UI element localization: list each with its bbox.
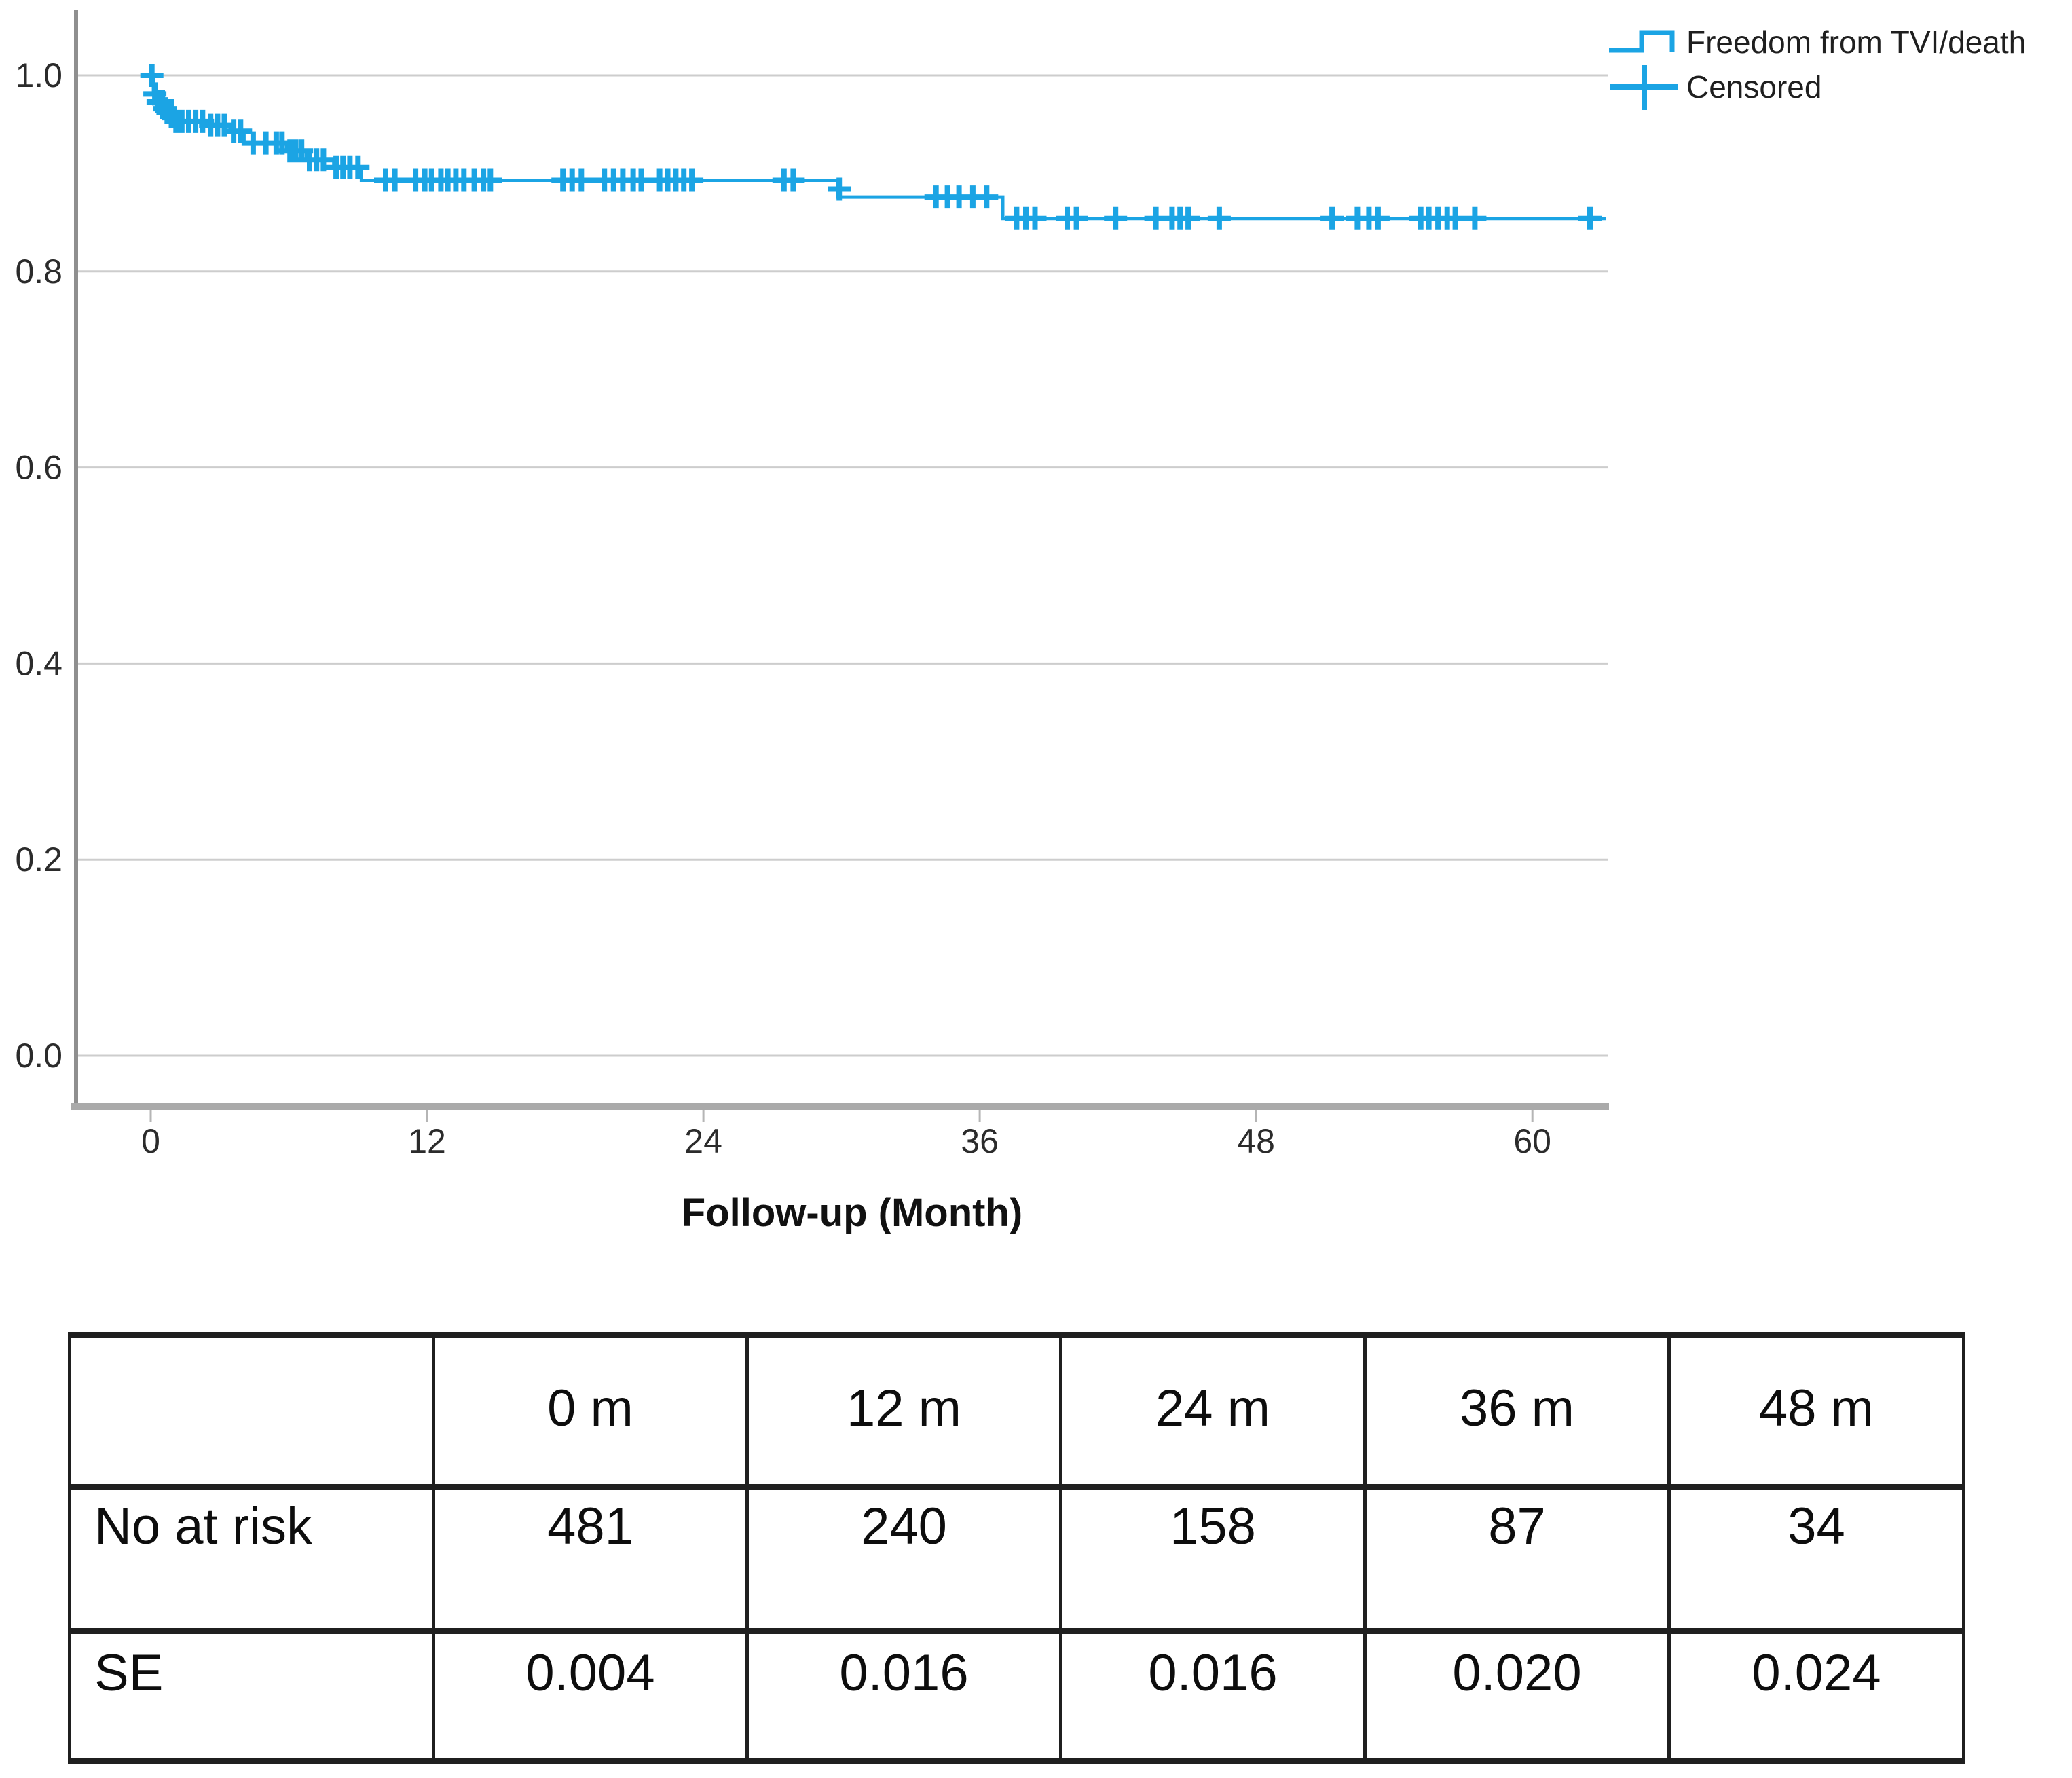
legend: Freedom from TVI/death Censored — [1609, 24, 2026, 110]
risk-table: 0 m 12 m 24 m 36 m 48 m No at risk 481 2… — [68, 1332, 1965, 1764]
y-tick-label: 0.0 — [15, 1037, 62, 1075]
table-header-24m: 24 m — [1059, 1332, 1367, 1490]
no-at-risk-12m: 240 — [745, 1484, 1062, 1634]
km-chart: 0 12 24 36 48 60 1.0 0.8 0.6 0.4 0.2 0.0 Freedom f… — [15, 10, 2026, 1235]
table-corner-cell — [68, 1332, 435, 1490]
legend-label-series: Freedom from TVI/death — [1686, 24, 2026, 60]
km-step-line — [151, 73, 1606, 221]
no-at-risk-0m: 481 — [432, 1484, 749, 1634]
no-at-risk-48m: 34 — [1667, 1484, 1965, 1634]
km-plot-area: 0 12 24 36 48 60 1.0 0.8 0.6 0.4 0.2 0.0 Freedom f… — [15, 10, 2026, 1235]
x-tick-label: 0 — [141, 1122, 160, 1160]
y-tick-label: 0.4 — [15, 644, 62, 682]
x-axis-title: Follow-up (Month) — [682, 1191, 1022, 1235]
table-row-no-at-risk: No at risk 481 240 158 87 34 — [68, 1484, 1965, 1634]
legend-censored-plus-symbol — [1610, 65, 1678, 110]
x-tick-label: 24 — [684, 1122, 722, 1160]
y-axis-line — [74, 10, 78, 1107]
table-header-0m: 0 m — [432, 1332, 749, 1490]
legend-label-censored: Censored — [1686, 69, 1821, 105]
censor-plus-marks — [140, 64, 1602, 230]
row-label-se: SE — [68, 1628, 435, 1764]
se-12m: 0.016 — [745, 1628, 1062, 1764]
y-tick-label: 1.0 — [15, 56, 62, 94]
y-tick-label: 0.2 — [15, 840, 62, 878]
no-at-risk-24m: 158 — [1059, 1484, 1367, 1634]
se-24m: 0.016 — [1059, 1628, 1367, 1764]
x-axis-ticks: 0 12 24 36 48 60 — [141, 1110, 1551, 1160]
legend-step-line-symbol — [1609, 30, 1675, 53]
gridlines — [78, 74, 1608, 1057]
survival-curve — [151, 73, 1606, 221]
table-row-se: SE 0.004 0.016 0.016 0.020 0.024 — [68, 1628, 1965, 1764]
table-header-48m: 48 m — [1667, 1332, 1965, 1490]
no-at-risk-36m: 87 — [1363, 1484, 1671, 1634]
censor-marks — [140, 64, 1602, 230]
row-label-no-at-risk: No at risk — [68, 1484, 435, 1634]
y-axis-ticks: 1.0 0.8 0.6 0.4 0.2 0.0 — [15, 56, 62, 1075]
x-tick-label: 36 — [961, 1122, 999, 1160]
y-tick-label: 0.6 — [15, 449, 62, 487]
x-tick-label: 60 — [1513, 1122, 1551, 1160]
table-header-row: 0 m 12 m 24 m 36 m 48 m — [68, 1332, 1965, 1490]
table-header-12m: 12 m — [745, 1332, 1062, 1490]
table-header-36m: 36 m — [1363, 1332, 1671, 1490]
se-36m: 0.020 — [1363, 1628, 1671, 1764]
se-0m: 0.004 — [432, 1628, 749, 1764]
y-tick-label: 0.8 — [15, 253, 62, 291]
se-48m: 0.024 — [1667, 1628, 1965, 1764]
x-axis-line — [71, 1103, 1609, 1110]
x-tick-label: 12 — [408, 1122, 446, 1160]
x-tick-label: 48 — [1237, 1122, 1275, 1160]
